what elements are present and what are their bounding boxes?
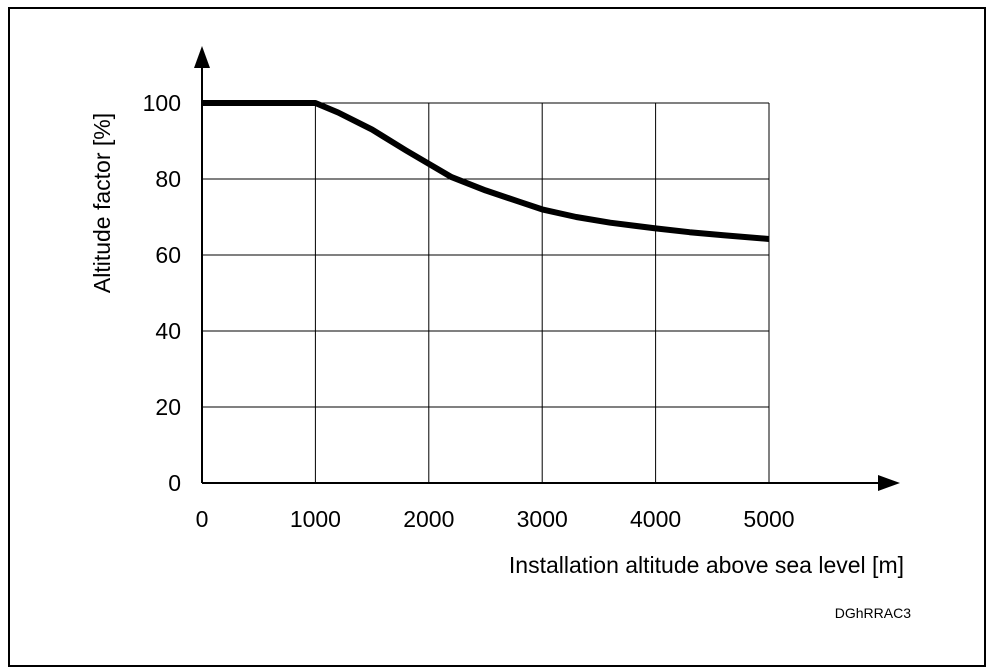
series-layer: [202, 100, 770, 242]
y-tick-label: 40: [155, 318, 181, 344]
x-tick-labels: 0 1000 2000 3000 4000 5000: [196, 506, 795, 532]
y-tick-label: 80: [155, 166, 181, 192]
altitude-factor-chart: 0 1000 2000 3000 4000 5000 0 20 40 60 80 100 Insta…: [89, 46, 911, 621]
series-line-0: [202, 100, 770, 242]
y-axis-title: Altitude factor [%]: [89, 113, 115, 293]
x-tick-label: 3000: [517, 506, 568, 532]
y-tick-label: 0: [168, 470, 181, 496]
x-tick-label: 2000: [403, 506, 454, 532]
x-tick-label: 5000: [743, 506, 794, 532]
x-axis-arrow: [878, 475, 900, 491]
grid: [202, 102, 770, 483]
axes: [194, 46, 900, 491]
x-tick-label: 0: [196, 506, 209, 532]
reference-code: DGhRRAC3: [835, 605, 911, 621]
x-axis-title: Installation altitude above sea level [m…: [509, 552, 904, 578]
x-tick-label: 1000: [290, 506, 341, 532]
y-tick-labels: 0 20 40 60 80 100: [143, 90, 181, 496]
y-axis-arrow: [194, 46, 210, 68]
y-tick-label: 100: [143, 90, 181, 116]
x-tick-label: 4000: [630, 506, 681, 532]
y-tick-label: 20: [155, 394, 181, 420]
y-tick-label: 60: [155, 242, 181, 268]
